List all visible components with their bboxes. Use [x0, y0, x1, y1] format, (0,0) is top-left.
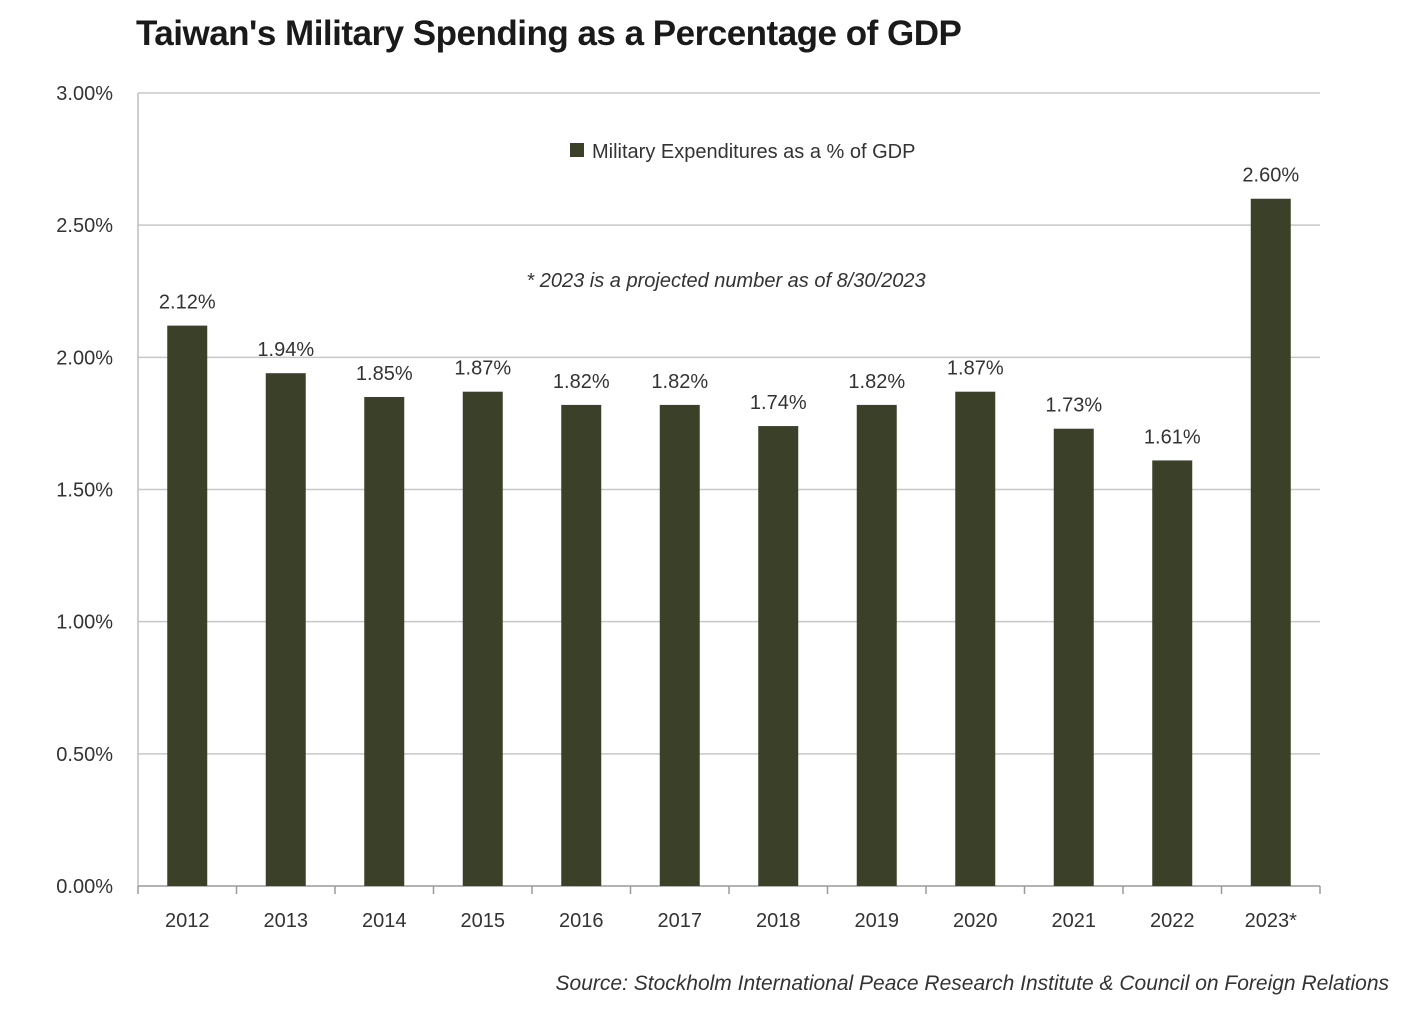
x-tick-label: 2022 [1150, 910, 1195, 932]
y-tick-label: 1.50% [56, 480, 113, 502]
y-tick-label: 1.00% [56, 612, 113, 634]
y-tick-label: 2.00% [56, 347, 113, 369]
bar [364, 396, 405, 886]
x-tick-label: 2017 [658, 910, 703, 932]
data-labels: 2.12% 1.94% 1.85% 1.87% 1.82% 1.82% 1.74% 1.82%… [159, 165, 1299, 449]
x-tick-label: 2016 [559, 910, 604, 932]
bar [561, 404, 602, 886]
x-tick-label: 2020 [953, 910, 998, 932]
x-axis-tick-labels: 2012 2013 2014 2015 2016 2017 2018 2019 2020 2021… [165, 910, 1297, 932]
data-label: 2.60% [1242, 165, 1299, 187]
chart-title: Taiwan's Military Spending as a Percenta… [136, 14, 962, 53]
y-tick-label: 0.00% [56, 876, 113, 898]
data-label: 1.85% [356, 363, 413, 385]
bar [955, 391, 996, 886]
bar [1053, 428, 1094, 886]
legend: Military Expenditures as a % of GDP [570, 141, 915, 163]
data-label: 1.94% [257, 339, 314, 361]
bar [167, 325, 208, 886]
bar [1250, 198, 1291, 886]
x-tick-label: 2023* [1245, 910, 1297, 932]
data-label: 1.87% [454, 358, 511, 380]
bar [659, 404, 700, 886]
legend-swatch [570, 143, 584, 157]
legend-label: Military Expenditures as a % of GDP [592, 141, 915, 163]
x-tick-label: 2014 [362, 910, 407, 932]
axes [137, 93, 1321, 894]
bars [167, 198, 1291, 886]
bar [265, 373, 306, 886]
data-label: 1.82% [553, 371, 610, 393]
bar [758, 426, 799, 886]
y-tick-label: 2.50% [56, 215, 113, 237]
data-label: 1.87% [947, 358, 1004, 380]
bar [1152, 460, 1193, 886]
bar [462, 391, 503, 886]
gridlines [138, 92, 1320, 755]
x-tick-label: 2019 [855, 910, 900, 932]
y-tick-label: 0.50% [56, 744, 113, 766]
data-label: 1.82% [848, 371, 905, 393]
data-label: 1.82% [651, 371, 708, 393]
data-label: 1.74% [750, 392, 807, 414]
x-tick-label: 2021 [1052, 910, 1097, 932]
bar [856, 404, 897, 886]
x-tick-label: 2018 [756, 910, 801, 932]
projection-note: * 2023 is a projected number as of 8/30/… [526, 270, 925, 292]
source-note: Source: Stockholm International Peace Re… [555, 972, 1389, 995]
x-tick-label: 2012 [165, 910, 210, 932]
data-label: 1.73% [1045, 395, 1102, 417]
x-tick-label: 2015 [461, 910, 506, 932]
data-label: 1.61% [1144, 426, 1201, 448]
y-tick-label: 3.00% [56, 83, 113, 105]
y-axis-tick-labels: 0.00% 0.50% 1.00% 1.50% 2.00% 2.50% 3.00% [56, 83, 113, 898]
x-tick-label: 2013 [264, 910, 309, 932]
data-label: 2.12% [159, 292, 216, 314]
